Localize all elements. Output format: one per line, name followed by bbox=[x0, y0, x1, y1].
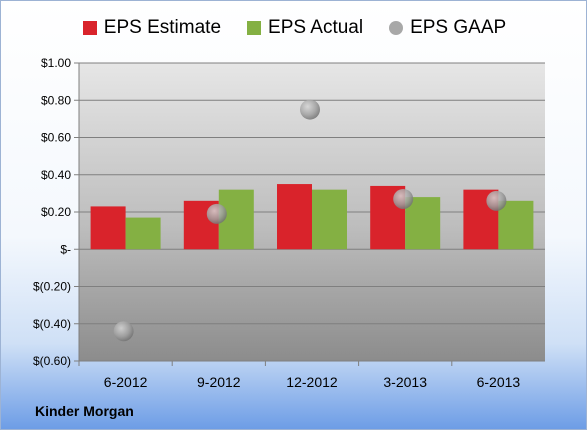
y-tick-label: $- bbox=[60, 242, 71, 256]
point-eps-gaap bbox=[486, 190, 507, 211]
point-eps-gaap bbox=[300, 99, 320, 120]
legend-item-actual: EPS Actual bbox=[247, 17, 363, 39]
bar-eps-actual bbox=[125, 217, 161, 250]
bar-eps-actual bbox=[498, 200, 534, 250]
bar-eps-actual bbox=[312, 189, 347, 250]
bar-eps-estimate bbox=[277, 184, 312, 250]
bar-eps-estimate bbox=[90, 206, 126, 250]
legend-label-gaap: EPS GAAP bbox=[410, 17, 507, 38]
y-tick-label: $(0.40) bbox=[33, 317, 71, 331]
x-category-label: 6-2012 bbox=[104, 374, 148, 390]
y-tick-label: $0.20 bbox=[41, 205, 71, 219]
legend-swatch-estimate bbox=[82, 21, 97, 35]
point-eps-gaap bbox=[393, 188, 414, 209]
legend-label-actual: EPS Actual bbox=[268, 17, 364, 38]
y-tick-label: $0.60 bbox=[41, 131, 71, 145]
y-tick-label: $0.40 bbox=[41, 168, 71, 182]
legend-swatch-actual bbox=[247, 21, 262, 35]
legend-swatch-gaap bbox=[389, 21, 404, 35]
point-eps-gaap bbox=[113, 321, 134, 342]
x-category-label: 9-2012 bbox=[197, 374, 241, 390]
x-category-label: 6-2013 bbox=[477, 374, 521, 390]
y-tick-label: $(0.20) bbox=[33, 280, 71, 294]
bar-eps-actual bbox=[405, 197, 441, 250]
company-name: Kinder Morgan bbox=[35, 403, 134, 419]
chart-legend: EPS Estimate EPS Actual EPS GAAP bbox=[1, 17, 587, 39]
legend-item-estimate: EPS Estimate bbox=[82, 17, 222, 39]
point-eps-gaap bbox=[206, 203, 227, 224]
y-tick-label: $0.80 bbox=[41, 93, 71, 107]
legend-label-estimate: EPS Estimate bbox=[103, 17, 222, 38]
x-category-label: 3-2013 bbox=[383, 374, 427, 390]
y-tick-label: $1.00 bbox=[41, 56, 71, 70]
legend-item-gaap: EPS GAAP bbox=[389, 17, 506, 39]
y-tick-label: $(0.60) bbox=[33, 354, 71, 368]
x-category-label: 12-2012 bbox=[286, 374, 338, 390]
